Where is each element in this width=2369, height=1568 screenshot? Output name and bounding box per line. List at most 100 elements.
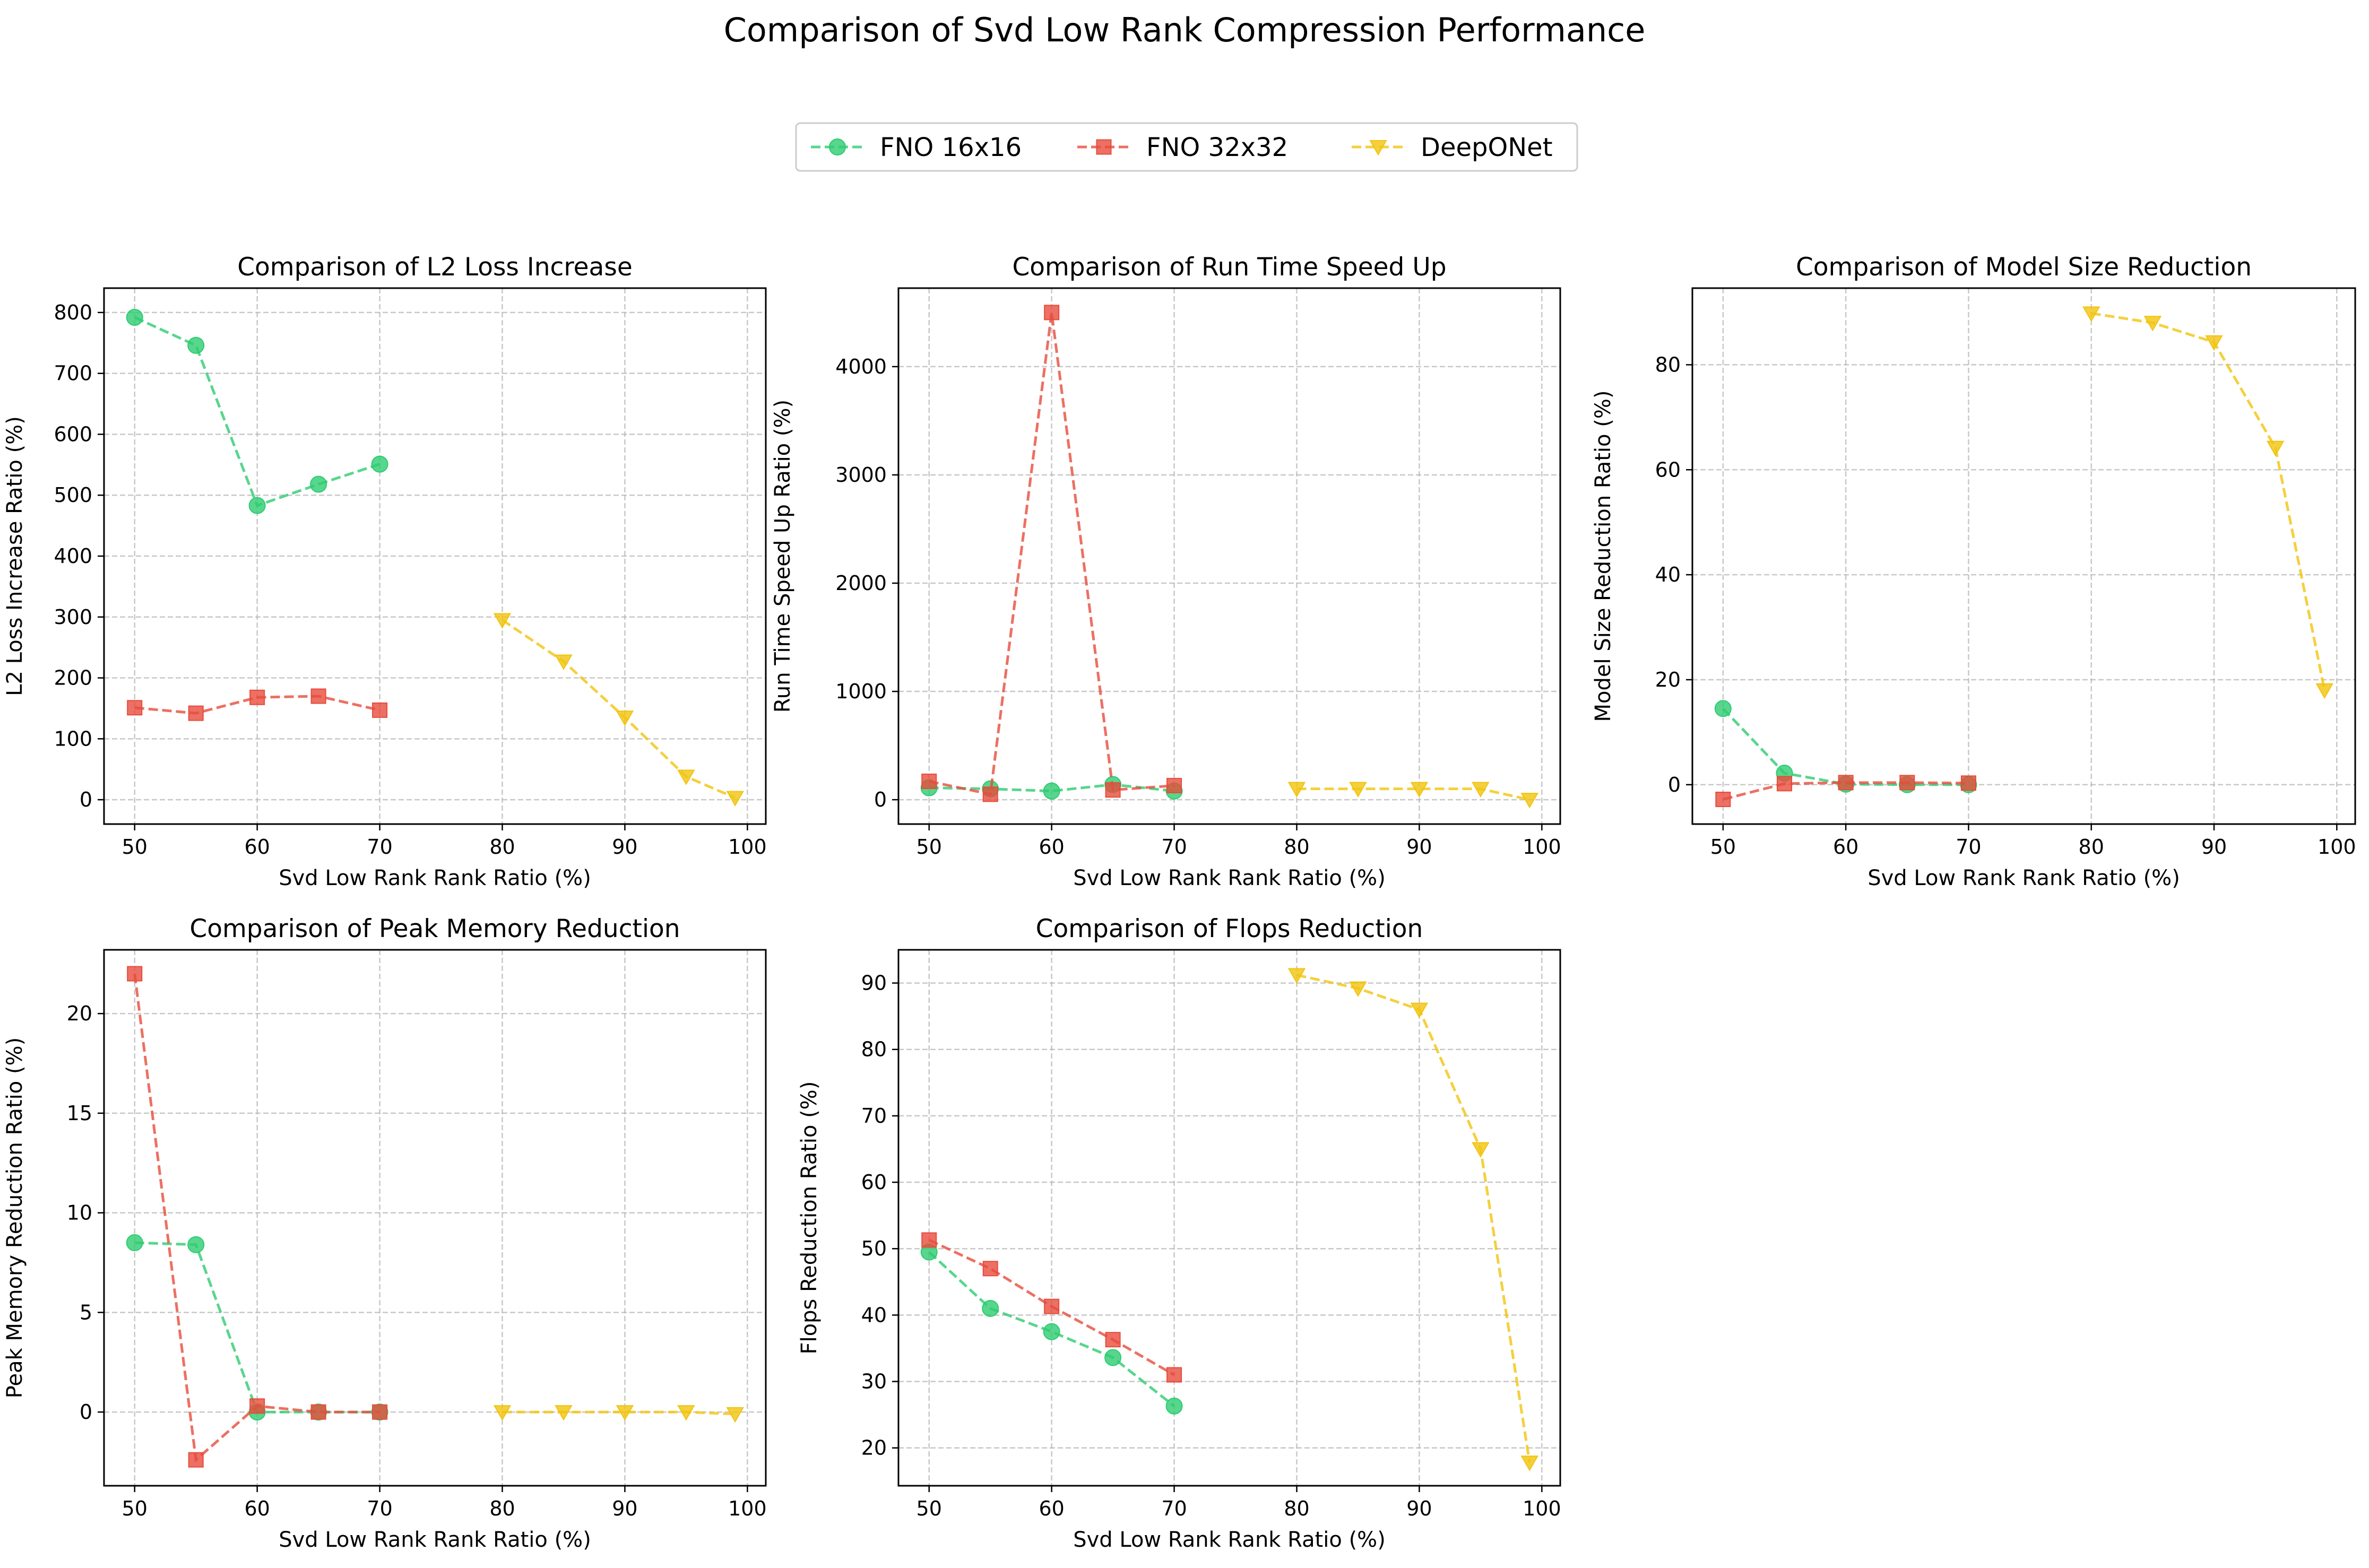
x-tick-label: 70 — [367, 1497, 392, 1520]
data-point-fno-16x16 — [187, 1236, 205, 1253]
data-point-deeponet — [1520, 793, 1538, 809]
y-tick-label: 10 — [67, 1201, 92, 1225]
data-point-deeponet — [2266, 440, 2285, 456]
series-deeponet — [2082, 306, 2333, 699]
plot-area — [898, 288, 1560, 824]
axes-frame — [897, 287, 1561, 825]
data-point-deeponet — [677, 769, 695, 785]
data-point-deeponet — [493, 613, 512, 629]
y-tick-label: 300 — [54, 605, 92, 629]
x-axis-label: Svd Low Rank Rank Ratio (%) — [1867, 866, 2180, 890]
panel-title: Comparison of Flops Reduction — [1036, 914, 1423, 943]
data-point-fno-32x32 — [1838, 775, 1854, 791]
x-tick-label: 100 — [2318, 835, 2356, 859]
x-tick-label: 100 — [1523, 1497, 1561, 1520]
data-point-deeponet — [2143, 316, 2162, 332]
y-tick-label: 200 — [54, 666, 92, 690]
data-point-deeponet — [555, 654, 573, 670]
x-tick-label: 50 — [917, 835, 942, 859]
panel-comparison-of-run-time-speed-up: 50 60 70 80 90 10001000200030004000Comparison… — [771, 253, 1561, 890]
y-tick-label: 30 — [861, 1370, 887, 1393]
data-point-fno-32x32 — [249, 689, 265, 705]
data-point-deeponet — [2082, 306, 2100, 322]
x-axis-label: Svd Low Rank Rank Ratio (%) — [279, 866, 591, 890]
x-tick-label: 100 — [1523, 835, 1561, 859]
series-fno-16x16 — [920, 1243, 1183, 1415]
series-fno-32x32 — [921, 305, 1182, 802]
series-deeponet — [1287, 968, 1538, 1471]
y-tick-label: 60 — [861, 1171, 887, 1194]
data-point-fno-32x32 — [188, 1452, 204, 1468]
x-axis-label: Svd Low Rank Rank Ratio (%) — [1073, 866, 1386, 890]
legend-marker-deeponet — [1369, 140, 1387, 156]
data-point-fno-16x16 — [187, 336, 205, 354]
data-point-fno-16x16 — [1714, 700, 1732, 717]
legend-item-fno-32x32: FNO 32x32 — [1077, 133, 1288, 162]
x-tick-label: 80 — [489, 835, 515, 859]
data-point-fno-32x32 — [1776, 776, 1792, 792]
y-axis-label: Flops Reduction Ratio (%) — [797, 1081, 822, 1355]
x-tick-label: 60 — [1039, 835, 1064, 859]
x-tick-label: 70 — [367, 835, 392, 859]
x-tick-label: 90 — [2201, 835, 2227, 859]
y-tick-label: 500 — [54, 483, 92, 507]
x-tick-label: 100 — [728, 835, 767, 859]
series-fno-32x32 — [127, 966, 388, 1468]
x-tick-label: 60 — [1039, 1497, 1064, 1520]
legend-label-deeponet: DeepONet — [1421, 133, 1553, 162]
y-tick-label: 2000 — [835, 571, 887, 595]
data-point-fno-32x32 — [1044, 1298, 1060, 1314]
y-tick-label: 15 — [67, 1102, 92, 1125]
data-point-deeponet — [726, 1407, 744, 1423]
y-tick-label: 60 — [1655, 458, 1681, 481]
panel-comparison-of-model-size-reduction: 50 60 70 80 90 100 0 20 40 60 80 Comparison of Mode… — [1591, 253, 2356, 890]
legend-marker-fno-32x32 — [1096, 139, 1112, 155]
series-fno-16x16 — [126, 309, 388, 514]
data-point-fno-32x32 — [310, 1404, 326, 1420]
panel-title: Comparison of Model Size Reduction — [1796, 253, 2252, 282]
data-point-deeponet — [616, 711, 634, 726]
y-tick-label: 80 — [861, 1038, 887, 1061]
data-point-deeponet — [1287, 782, 1306, 798]
plot-area — [898, 950, 1560, 1486]
x-tick-label: 50 — [917, 1497, 942, 1520]
data-point-fno-16x16 — [1165, 1397, 1183, 1415]
x-tick-label: 50 — [122, 835, 148, 859]
legend-marker-fno-16x16 — [829, 138, 846, 155]
series-line-fno-16x16 — [928, 1251, 1175, 1407]
data-point-fno-16x16 — [310, 475, 327, 493]
legend-frame — [795, 122, 1578, 172]
y-tick-label: 80 — [1655, 353, 1681, 376]
data-point-fno-32x32 — [127, 966, 143, 982]
data-point-fno-32x32 — [1166, 1367, 1182, 1383]
y-tick-label: 20 — [861, 1436, 887, 1460]
series-line-deeponet — [1296, 787, 1530, 801]
series-deeponet — [493, 613, 744, 807]
axes-frame — [103, 949, 767, 1487]
x-tick-label: 80 — [489, 1497, 515, 1520]
plot-area — [1692, 288, 2355, 824]
panel-title: Comparison of L2 Loss Increase — [237, 253, 633, 282]
data-point-deeponet — [1472, 782, 1490, 798]
x-tick-label: 100 — [728, 1497, 767, 1520]
y-axis-label: L2 Loss Increase Ratio (%) — [3, 416, 27, 696]
y-tick-label: 3000 — [835, 463, 887, 487]
y-tick-label: 4000 — [835, 355, 887, 378]
y-tick-label: 100 — [54, 727, 92, 750]
data-point-fno-32x32 — [982, 786, 998, 802]
data-point-deeponet — [2315, 683, 2333, 699]
series-deeponet — [1287, 782, 1538, 809]
legend-label-fno-16x16: FNO 16x16 — [880, 133, 1022, 162]
data-point-fno-16x16 — [126, 1234, 143, 1251]
data-point-fno-32x32 — [1715, 792, 1731, 808]
series-fno-32x32 — [1715, 775, 1976, 808]
y-tick-label: 5 — [80, 1301, 92, 1324]
y-tick-label: 20 — [67, 1002, 92, 1025]
data-point-fno-32x32 — [127, 700, 143, 716]
data-point-deeponet — [555, 1405, 573, 1421]
data-point-deeponet — [493, 1405, 512, 1421]
data-point-deeponet — [677, 1405, 695, 1421]
series-line-fno-32x32 — [929, 312, 1174, 796]
series-line-deeponet — [502, 1410, 736, 1416]
